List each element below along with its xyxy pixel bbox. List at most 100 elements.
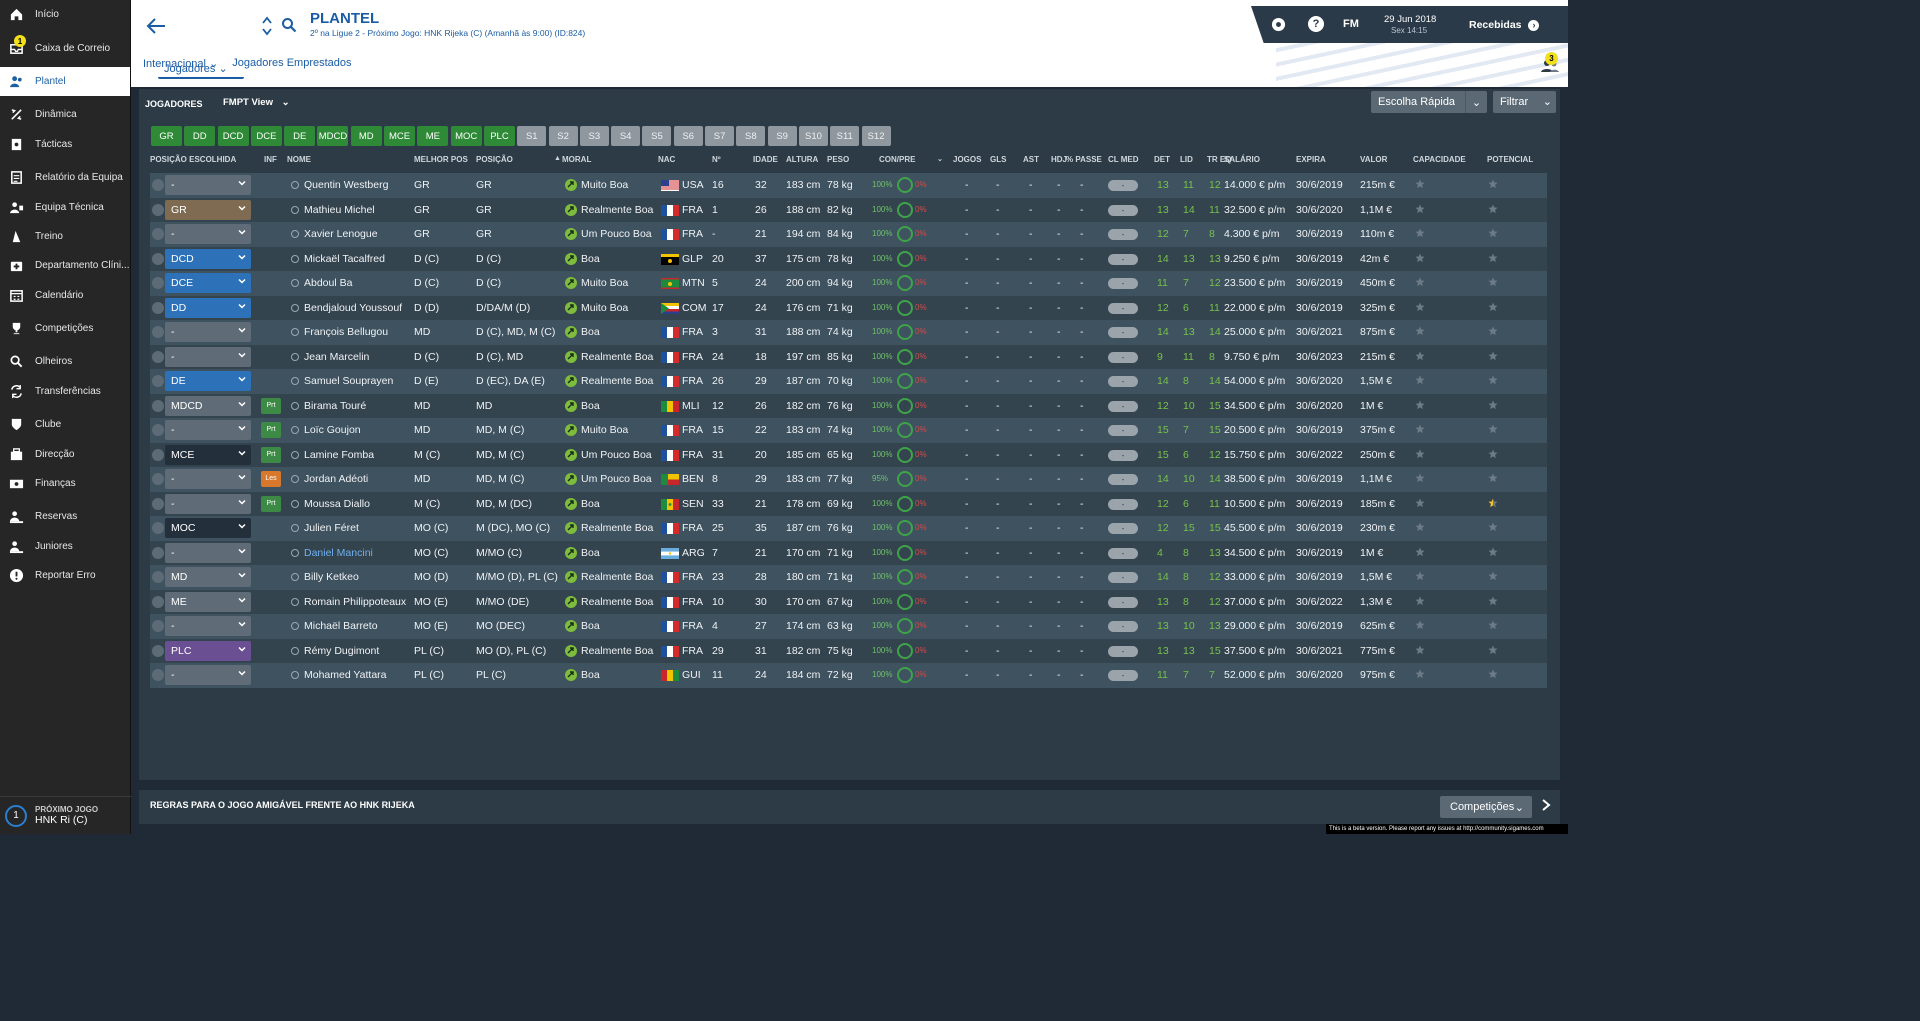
selected-position-dropdown[interactable]: MDCD	[165, 395, 251, 416]
row-checkbox[interactable]	[152, 179, 164, 191]
sidebar-item-board[interactable]: Direcção	[0, 439, 130, 468]
column-menu-chevron-icon[interactable]: ⌄	[937, 156, 943, 163]
info-icon[interactable]	[291, 597, 299, 606]
row-checkbox[interactable]	[152, 497, 164, 510]
table-row[interactable]: - Prt Loïc Goujon MD MD, M (C) Muito Boa FRA 15…	[150, 418, 1547, 443]
column-header[interactable]: EXPIRA	[1296, 155, 1326, 164]
row-checkbox[interactable]	[152, 326, 164, 338]
table-row[interactable]: DCD Mickaël Tacalfred D (C) D (C) Boa GLP 20 37…	[150, 246, 1547, 271]
player-name[interactable]: Jordan Adéoti	[304, 473, 369, 485]
sidebar-item-transfer[interactable]: Transferências	[0, 377, 130, 406]
table-row[interactable]: MCE Prt Lamine Fomba M (C) MD, M (C) Um Pouco…	[150, 442, 1547, 467]
info-icon[interactable]	[291, 426, 299, 434]
column-header[interactable]: POSIÇÃO	[476, 155, 513, 164]
selected-position-dropdown[interactable]: -	[165, 224, 251, 244]
position-chip[interactable]: MDCD	[317, 126, 349, 146]
info-badge[interactable]: Prt	[261, 495, 281, 512]
player-name[interactable]: Rémy Dugimont	[304, 644, 380, 657]
info-badge[interactable]: Prt	[261, 422, 281, 438]
table-row[interactable]: - Prt Moussa Diallo M (C) MD, M (DC) Boa SEN 33…	[150, 491, 1547, 516]
row-checkbox[interactable]	[152, 448, 164, 461]
player-name[interactable]: Billy Ketkeo	[304, 571, 359, 583]
row-checkbox[interactable]	[152, 228, 164, 240]
column-header[interactable]: POSIÇÃO ESCOLHIDA	[150, 155, 237, 164]
selected-position-dropdown[interactable]: -	[165, 322, 251, 342]
sidebar-item-bug-report[interactable]: Reportar Erro	[0, 561, 130, 590]
view-selector[interactable]: FMPT View ⌄	[223, 97, 290, 108]
player-name[interactable]: Loïc Goujon	[304, 424, 361, 436]
table-row[interactable]: - Michaël Barreto MO (E) MO (DEC) Boa FRA 4 27 1…	[150, 614, 1547, 639]
selected-position-dropdown[interactable]: DE	[165, 371, 251, 391]
column-header[interactable]: JOGOS	[953, 155, 982, 164]
selected-position-dropdown[interactable]: -	[165, 542, 251, 563]
info-icon[interactable]	[291, 328, 299, 336]
slot-chip[interactable]: S10	[798, 126, 828, 146]
column-header[interactable]: INF	[264, 155, 277, 164]
position-chip[interactable]: MCE	[384, 126, 416, 146]
selected-position-dropdown[interactable]: -	[165, 616, 251, 636]
table-row[interactable]: DE Samuel Souprayen D (E) D (EC), DA (E) Rea…	[150, 369, 1547, 394]
player-name[interactable]: Romain Philippoteaux	[304, 595, 407, 608]
player-name[interactable]: Mickaël Tacalfred	[304, 252, 385, 265]
column-header[interactable]: POTENCIAL	[1487, 155, 1534, 164]
slot-chip[interactable]: S3	[579, 126, 609, 146]
info-icon[interactable]	[291, 352, 299, 361]
column-header[interactable]: NAC	[658, 155, 676, 164]
row-checkbox[interactable]	[152, 350, 164, 363]
column-header[interactable]: DET	[1154, 155, 1170, 164]
row-checkbox[interactable]	[152, 375, 164, 387]
column-header[interactable]: NOME	[287, 155, 311, 164]
position-chip[interactable]: PLC	[483, 126, 515, 146]
tab-jogadores[interactable]: Jogadores ⌄	[158, 59, 244, 79]
info-badge[interactable]: Prt	[261, 397, 281, 414]
player-name[interactable]: Mohamed Yattara	[304, 669, 387, 681]
row-checkbox[interactable]	[152, 546, 164, 559]
position-chip[interactable]: DCE	[250, 126, 282, 146]
row-checkbox[interactable]	[152, 277, 164, 289]
selected-position-dropdown[interactable]: DCD	[165, 248, 251, 269]
column-header[interactable]: % PASSE	[1066, 155, 1102, 164]
position-chip[interactable]: DE	[284, 126, 316, 146]
info-badge[interactable]: Prt	[261, 446, 281, 463]
slot-chip[interactable]: S9	[767, 126, 797, 146]
sidebar-item-inbox[interactable]: Caixa de Correio 1	[0, 33, 130, 62]
info-icon[interactable]	[291, 230, 299, 238]
sidebar-item-staff[interactable]: Equipa Técnica	[0, 192, 130, 221]
sidebar-item-scout[interactable]: Olheiros	[0, 347, 130, 376]
row-checkbox[interactable]	[152, 473, 164, 485]
player-name[interactable]: Daniel Mancini	[304, 546, 373, 559]
row-checkbox[interactable]	[152, 252, 164, 265]
column-header[interactable]: PESO	[827, 155, 850, 164]
info-icon[interactable]	[291, 475, 299, 483]
search-icon[interactable]	[281, 17, 297, 33]
player-name[interactable]: Lamine Fomba	[304, 448, 375, 461]
sidebar-item-squad[interactable]: Plantel	[0, 66, 130, 97]
column-header[interactable]: Nº	[712, 155, 721, 164]
position-chip[interactable]: GR	[151, 126, 182, 146]
info-icon[interactable]	[291, 279, 299, 287]
row-checkbox[interactable]	[152, 301, 164, 314]
player-name[interactable]: Julien Féret	[304, 522, 359, 534]
chevron-right-icon[interactable]	[1540, 798, 1552, 812]
column-header[interactable]: GLS	[990, 155, 1007, 164]
position-chip[interactable]: DD	[184, 126, 216, 146]
selected-position-dropdown[interactable]: MOC	[165, 518, 251, 538]
sidebar-item-reserves[interactable]: Reservas	[0, 502, 130, 531]
slot-chip[interactable]: S7	[705, 126, 735, 146]
table-row[interactable]: - Mohamed Yattara PL (C) PL (C) Boa GUI 11 24 18…	[150, 663, 1547, 688]
sort-asc-icon[interactable]: ▲	[554, 155, 561, 162]
selected-position-dropdown[interactable]: MCE	[165, 444, 251, 465]
info-icon[interactable]	[291, 548, 299, 557]
info-icon[interactable]	[291, 499, 299, 508]
column-header[interactable]: VALOR	[1360, 155, 1388, 164]
column-header[interactable]: ALTURA	[786, 155, 819, 164]
info-icon[interactable]	[291, 573, 299, 581]
table-row[interactable]: PLC Rémy Dugimont PL (C) MO (D), PL (C) Real…	[150, 638, 1547, 663]
column-header[interactable]: LID	[1180, 155, 1193, 164]
sidebar-item-training[interactable]: Treino	[0, 222, 130, 251]
sidebar-item-medical[interactable]: Departamento Clíni...	[0, 251, 130, 280]
table-row[interactable]: ME Romain Philippoteaux MO (E) M/MO (DE) Rea…	[150, 589, 1547, 614]
info-icon[interactable]	[291, 303, 299, 312]
info-icon[interactable]	[291, 401, 299, 410]
table-row[interactable]: - François Bellugou MD D (C), MD, M (C) Boa F…	[150, 320, 1547, 345]
